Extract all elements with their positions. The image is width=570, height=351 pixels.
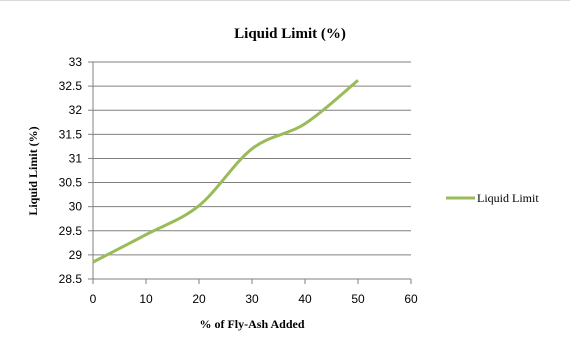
x-tick-label: 50 <box>351 292 365 306</box>
x-tick-label: 10 <box>139 292 153 306</box>
y-tick-label: 31.5 <box>59 127 83 141</box>
x-tick-label: 20 <box>192 292 206 306</box>
y-tick-label: 30 <box>69 200 83 214</box>
y-axis-title: Liquid Limit (%) <box>26 126 40 215</box>
legend-label: Liquid Limit <box>477 191 539 205</box>
series-line-liquid-limit <box>92 79 359 264</box>
chart-title: Liquid Limit (%) <box>234 26 346 42</box>
y-tick-label: 29 <box>69 248 83 262</box>
series-lines <box>92 79 359 264</box>
legend: Liquid Limit <box>446 191 539 205</box>
x-tick-label: 60 <box>404 292 418 306</box>
x-tick-label: 40 <box>298 292 312 306</box>
y-tick-label: 29.5 <box>59 224 83 238</box>
y-tick-label: 31 <box>69 151 83 165</box>
y-tick-label: 32.5 <box>59 79 83 93</box>
tick-labels: 28.5 29 29.5 30 30.5 31 31.5 32 32.5 33 0 10 20 30 40 5… <box>59 55 418 306</box>
x-axis-title: % of Fly-Ash Added <box>199 317 304 331</box>
grid-lines <box>93 61 411 256</box>
x-tick-label: 30 <box>245 292 259 306</box>
y-tick-label: 28.5 <box>59 272 83 286</box>
axes <box>88 61 412 284</box>
x-tick-label: 0 <box>90 292 97 306</box>
y-tick-label: 32 <box>69 103 83 117</box>
y-tick-label: 30.5 <box>59 176 83 190</box>
y-tick-label: 33 <box>69 55 83 69</box>
